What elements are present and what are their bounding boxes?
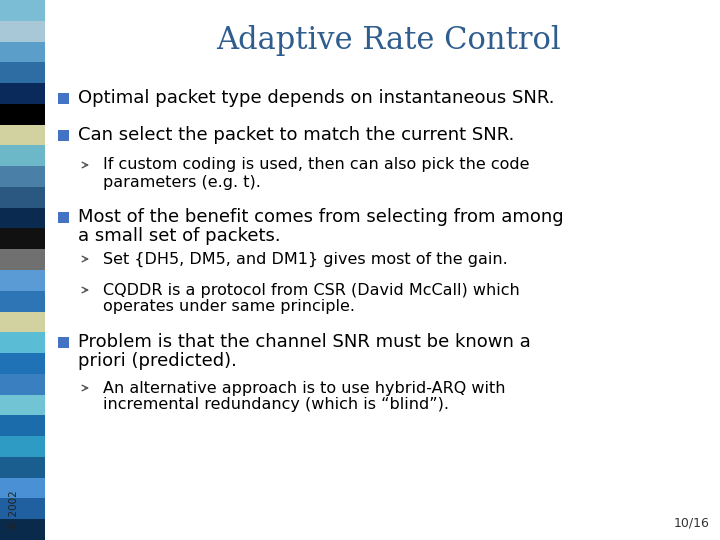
Bar (0, 395, 45, 415)
Bar (0, 436, 45, 457)
Text: Most of the benefit comes from selecting from among: Most of the benefit comes from selecting… (78, 208, 564, 226)
Text: Can select the packet to match the current SNR.: Can select the packet to match the curre… (78, 126, 514, 144)
Text: Problem is that the channel SNR must be known a: Problem is that the channel SNR must be … (78, 333, 531, 351)
Bar (0, 166, 45, 187)
Bar (0, 125, 45, 145)
Bar (0, 187, 45, 208)
Bar (58, 92, 69, 104)
Text: incremental redundancy (which is “blind”).: incremental redundancy (which is “blind”… (103, 397, 449, 413)
Text: An alternative approach is to use hybrid-ARQ with: An alternative approach is to use hybrid… (103, 381, 505, 395)
Bar (0, 353, 45, 374)
Bar (0, 498, 45, 519)
Bar (0, 83, 45, 104)
Bar (0, 208, 45, 228)
Text: a small set of packets.: a small set of packets. (78, 227, 281, 245)
Bar (0, 374, 45, 395)
Text: 10/16: 10/16 (674, 517, 710, 530)
Text: Adaptive Rate Control: Adaptive Rate Control (216, 24, 560, 56)
Bar (0, 519, 45, 540)
Bar (0, 0, 45, 21)
Bar (0, 42, 45, 62)
Bar (0, 415, 45, 436)
Bar (58, 130, 69, 140)
Text: Optimal packet type depends on instantaneous SNR.: Optimal packet type depends on instantan… (78, 89, 554, 107)
Text: parameters (e.g. t).: parameters (e.g. t). (103, 174, 261, 190)
Bar (58, 336, 69, 348)
Bar (0, 145, 45, 166)
Text: © 2002: © 2002 (9, 490, 19, 530)
Text: CQDDR is a protocol from CSR (David McCall) which: CQDDR is a protocol from CSR (David McCa… (103, 282, 520, 298)
Bar (0, 104, 45, 125)
Text: operates under same principle.: operates under same principle. (103, 300, 355, 314)
Bar (0, 478, 45, 498)
Bar (58, 212, 69, 222)
Bar (0, 312, 45, 332)
Bar (0, 332, 45, 353)
Bar (0, 62, 45, 83)
Bar (0, 21, 45, 42)
Bar (0, 270, 45, 291)
Text: Set {DH5, DM5, and DM1} gives most of the gain.: Set {DH5, DM5, and DM1} gives most of th… (103, 252, 508, 267)
Bar (0, 249, 45, 270)
Bar (0, 291, 45, 312)
Text: If custom coding is used, then can also pick the code: If custom coding is used, then can also … (103, 158, 529, 172)
Bar (0, 228, 45, 249)
Bar (0, 457, 45, 478)
Text: priori (predicted).: priori (predicted). (78, 352, 237, 370)
